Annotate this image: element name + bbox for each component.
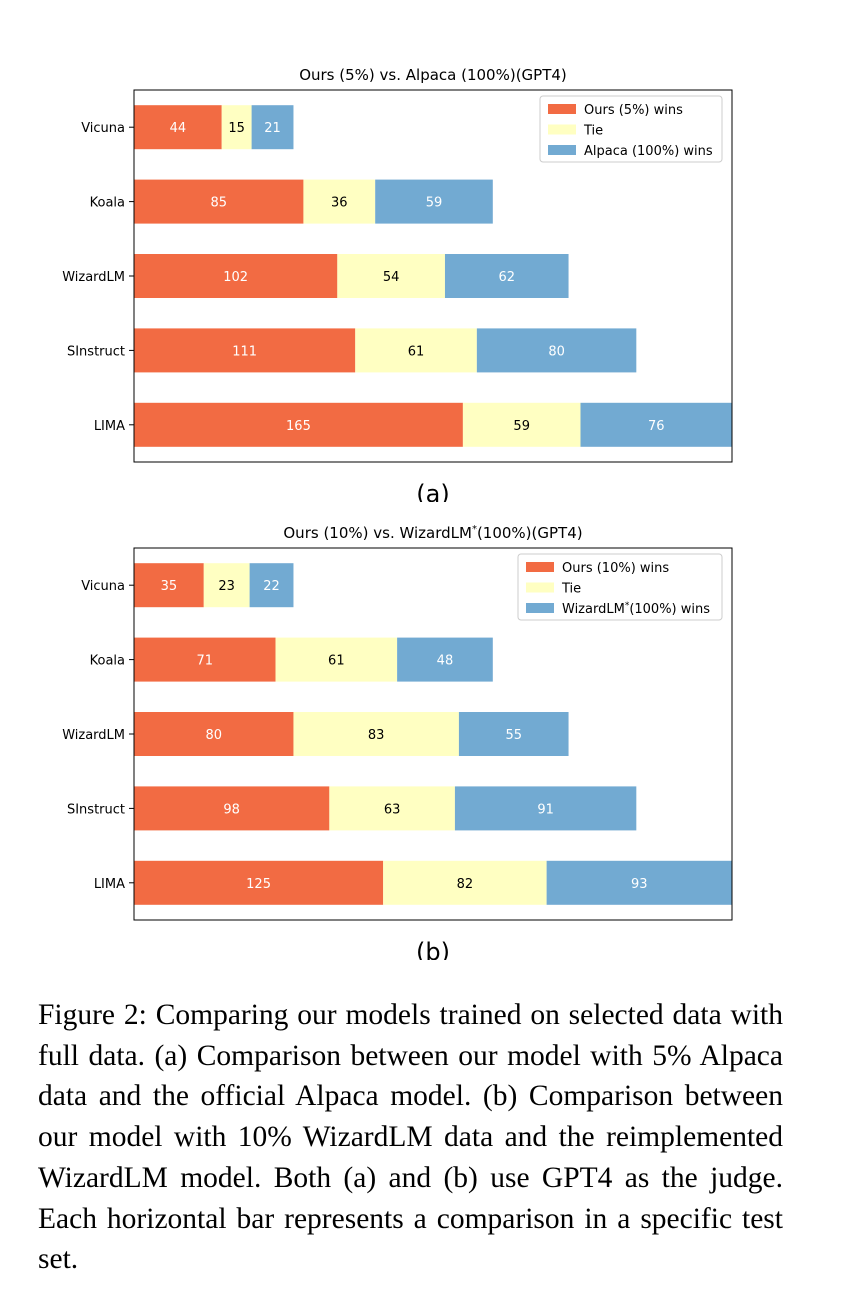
chart-a-legend-label-2: Alpaca (100%) wins xyxy=(584,144,713,159)
chart-b-bar-koala-s1 xyxy=(275,637,398,682)
chart-b-axes-frame xyxy=(133,547,733,921)
chart-b-ytick-label-lima: LIMA xyxy=(94,877,125,892)
chart-a-bar-lima-s2 xyxy=(580,402,732,447)
chart-b-ytick-label-sinstruct: SInstruct xyxy=(67,802,125,817)
chart-a-bar-koala-s2 xyxy=(375,179,493,224)
chart-b-bar-label-sinstruct-s0: 98 xyxy=(223,802,240,817)
chart-a-bar-sinstruct-s0 xyxy=(134,328,356,373)
chart-b-bar-lima-s1 xyxy=(383,860,547,905)
chart-a-bar-lima-s1 xyxy=(462,402,581,447)
chart-a-legend-label-0: Ours (5%) wins xyxy=(584,103,683,118)
chart-a-bar-koala-s1 xyxy=(303,179,376,224)
chart-b-bar-label-koala-s2: 48 xyxy=(437,654,454,669)
chart-a-ytick-label-koala: Koala xyxy=(90,196,125,211)
chart-b-bar-wizardlm-s1 xyxy=(293,712,459,756)
chart-b-bar-label-koala-s1: 61 xyxy=(328,654,345,669)
chart-a-legend-swatch-1 xyxy=(548,124,576,135)
chart-b-bar-koala-s0 xyxy=(134,637,276,682)
chart-b-bar-label-vicuna-s1: 23 xyxy=(218,579,235,594)
chart-a: Ours (5%) vs. Alpaca (100%)(GPT4) 44 15 21 V… xyxy=(0,62,856,502)
chart-b-bar-label-wizardlm-s1: 83 xyxy=(368,728,385,743)
chart-b-bar-label-sinstruct-s2: 91 xyxy=(537,802,554,817)
chart-b-bar-koala-s2 xyxy=(397,637,493,682)
chart-a-legend-swatch-0 xyxy=(548,104,576,114)
chart-b-bar-vicuna-s2 xyxy=(249,563,294,608)
chart-a-axes-frame xyxy=(133,89,733,463)
chart-a-bar-label-koala-s1: 36 xyxy=(331,196,348,211)
chart-b-bar-label-wizardlm-s2: 55 xyxy=(505,728,522,743)
chart-a-bar-label-koala-s0: 85 xyxy=(210,196,227,211)
chart-b-ytick-label-koala: Koala xyxy=(90,654,125,669)
chart-b-bar-sinstruct-s2 xyxy=(454,786,637,831)
chart-b-bar-lima-s0 xyxy=(134,860,384,905)
chart-b-bar-wizardlm-s0 xyxy=(134,712,294,756)
chart-b-bar-label-lima-s1: 82 xyxy=(457,877,474,892)
chart-a-bar-lima-s0 xyxy=(134,402,463,447)
chart-a-bar-label-vicuna-s1: 15 xyxy=(228,121,245,136)
chart-a-bar-label-wizardlm-s0: 102 xyxy=(223,270,248,285)
chart-a-bar-vicuna-s2 xyxy=(251,105,294,150)
chart-b-bar-lima-s2 xyxy=(546,860,732,905)
chart-a-bar-label-lima-s1: 59 xyxy=(513,419,530,434)
chart-a-bar-label-wizardlm-s1: 54 xyxy=(383,270,400,285)
chart-a-bar-label-sinstruct-s0: 111 xyxy=(232,344,257,359)
chart-b-legend-label-2: WizardLM*(100%) wins xyxy=(562,601,710,617)
chart-a-legend-label-1: Tie xyxy=(583,124,603,139)
chart-a-bar-sinstruct-s2 xyxy=(476,328,637,373)
chart-b-legend-swatch-1 xyxy=(526,582,554,593)
chart-a-bar-label-koala-s2: 59 xyxy=(426,196,443,211)
chart-b-bar-label-sinstruct-s1: 63 xyxy=(384,802,401,817)
chart-a-ytick-label-lima: LIMA xyxy=(94,419,125,434)
chart-b-bar-label-wizardlm-s0: 80 xyxy=(205,728,222,743)
chart-a-title: Ours (5%) vs. Alpaca (100%)(GPT4) xyxy=(299,66,567,84)
chart-a-bar-label-lima-s2: 76 xyxy=(648,419,665,434)
chart-a-panel-label: (a) xyxy=(416,480,449,502)
chart-a-bar-wizardlm-s0 xyxy=(134,254,338,298)
chart-a-svg: Ours (5%) vs. Alpaca (100%)(GPT4) 44 15 21 V… xyxy=(62,66,733,502)
chart-a-bar-vicuna-s1 xyxy=(221,105,252,150)
chart-a-bar-label-sinstruct-s1: 61 xyxy=(408,344,425,359)
chart-a-bar-sinstruct-s1 xyxy=(355,328,477,373)
chart-a-ytick-label-vicuna: Vicuna xyxy=(81,121,125,136)
chart-b: Ours (10%) vs. WizardLM*(100%)(GPT4) 35 23… xyxy=(0,520,856,960)
chart-a-legend-swatch-2 xyxy=(548,145,576,155)
figure-caption: Figure 2: Comparing our models trained o… xyxy=(38,999,783,1276)
chart-a-bar-wizardlm-s1 xyxy=(337,254,445,298)
chart-b-svg: Ours (10%) vs. WizardLM*(100%)(GPT4) 35 23… xyxy=(62,524,733,960)
chart-a-ytick-label-sinstruct: SInstruct xyxy=(67,344,125,359)
chart-b-legend-label-1: Tie xyxy=(561,582,581,597)
chart-b-bar-label-koala-s0: 71 xyxy=(196,654,213,669)
chart-b-bar-label-lima-s0: 125 xyxy=(246,877,271,892)
chart-b-panel-label: (b) xyxy=(416,938,450,960)
chart-b-title: Ours (10%) vs. WizardLM*(100%)(GPT4) xyxy=(283,524,582,542)
chart-b-bar-sinstruct-s0 xyxy=(134,786,330,831)
chart-b-ytick-label-vicuna: Vicuna xyxy=(81,579,125,594)
chart-b-legend-swatch-2 xyxy=(526,603,554,613)
chart-a-bar-label-vicuna-s2: 21 xyxy=(264,121,281,136)
chart-a-bar-wizardlm-s2 xyxy=(444,254,569,298)
chart-a-bar-label-wizardlm-s2: 62 xyxy=(498,270,515,285)
chart-a-bar-label-lima-s0: 165 xyxy=(286,419,311,434)
chart-a-bar-koala-s0 xyxy=(134,179,304,224)
chart-a-legend xyxy=(539,95,723,163)
chart-b-bar-vicuna-s1 xyxy=(203,563,250,608)
chart-b-bar-label-vicuna-s2: 22 xyxy=(263,579,280,594)
chart-b-ytick-label-wizardlm: WizardLM xyxy=(62,728,125,743)
chart-a-ytick-label-wizardlm: WizardLM xyxy=(62,270,125,285)
chart-a-bar-label-sinstruct-s2: 80 xyxy=(548,344,565,359)
chart-b-bar-wizardlm-s2 xyxy=(458,712,569,756)
chart-b-legend xyxy=(517,553,723,621)
chart-b-bar-label-vicuna-s0: 35 xyxy=(161,579,178,594)
chart-b-legend-swatch-0 xyxy=(526,562,554,572)
chart-b-bar-sinstruct-s1 xyxy=(329,786,455,831)
chart-b-bar-vicuna-s0 xyxy=(134,563,204,608)
chart-b-legend-label-0: Ours (10%) wins xyxy=(562,561,669,576)
chart-a-bar-label-vicuna-s0: 44 xyxy=(170,121,187,136)
chart-a-bar-vicuna-s0 xyxy=(134,105,222,150)
chart-b-bar-label-lima-s2: 93 xyxy=(631,877,648,892)
